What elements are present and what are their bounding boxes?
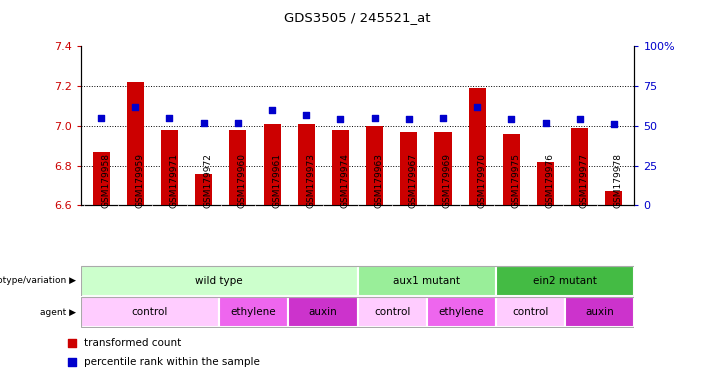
Text: auxin: auxin (308, 307, 337, 317)
Point (130, 104, 141, 110)
Bar (219, 297, 288, 327)
Text: GSM179978: GSM179978 (614, 154, 623, 209)
Bar (503, 134, 520, 205)
Bar (358, 266, 496, 296)
Text: GSM179974: GSM179974 (341, 154, 349, 209)
Text: GSM179960: GSM179960 (238, 154, 247, 209)
Text: GSM179958: GSM179958 (101, 154, 110, 209)
Text: GSM179963: GSM179963 (374, 154, 383, 209)
Bar (81, 297, 219, 327)
Point (266, 107, 278, 113)
Bar (435, 132, 451, 205)
Bar (229, 130, 247, 205)
Text: GDS3505 / 245521_at: GDS3505 / 245521_at (285, 12, 430, 25)
Bar (606, 192, 622, 205)
Point (437, 115, 449, 121)
Text: aux1 mutant: aux1 mutant (393, 276, 461, 286)
Text: GSM179959: GSM179959 (135, 154, 144, 209)
Bar (81, 266, 358, 296)
Text: control: control (132, 307, 168, 317)
Bar (496, 266, 634, 296)
Point (164, 115, 175, 121)
Point (335, 116, 346, 122)
Bar (161, 130, 178, 205)
Bar (468, 88, 486, 205)
Bar (565, 297, 634, 327)
Text: genotype/variation ▶: genotype/variation ▶ (0, 276, 76, 285)
Bar (288, 297, 358, 327)
Point (403, 116, 414, 122)
Text: GSM179972: GSM179972 (204, 154, 212, 209)
Bar (298, 124, 315, 205)
Bar (537, 162, 554, 205)
Bar (264, 124, 280, 205)
Point (95, 115, 107, 121)
Text: GSM179961: GSM179961 (272, 154, 281, 209)
Bar (127, 82, 144, 205)
Point (574, 116, 585, 122)
Bar (366, 126, 383, 205)
Text: wild type: wild type (196, 276, 243, 286)
Text: agent ▶: agent ▶ (39, 308, 76, 317)
Text: ein2 mutant: ein2 mutant (533, 276, 597, 286)
Point (301, 111, 312, 118)
Point (306, 96, 318, 103)
Bar (571, 128, 588, 205)
Text: GSM179975: GSM179975 (511, 154, 520, 209)
Point (306, 271, 318, 277)
Text: ethylene: ethylene (439, 307, 484, 317)
Bar (332, 130, 349, 205)
Text: control: control (374, 307, 410, 317)
Bar (358, 297, 427, 327)
Text: ethylene: ethylene (231, 307, 276, 317)
Text: auxin: auxin (585, 307, 614, 317)
Text: GSM179976: GSM179976 (545, 154, 554, 209)
Text: GSM179969: GSM179969 (443, 154, 452, 209)
Text: GSM179971: GSM179971 (170, 154, 179, 209)
Bar (496, 297, 565, 327)
Bar (195, 174, 212, 205)
Bar (400, 132, 417, 205)
Point (232, 119, 243, 126)
Bar (93, 152, 109, 205)
Point (472, 104, 483, 110)
Point (540, 119, 551, 126)
Bar (427, 297, 496, 327)
Text: GSM179967: GSM179967 (409, 154, 418, 209)
Text: GSM179970: GSM179970 (477, 154, 486, 209)
Text: control: control (512, 307, 549, 317)
Text: GSM179973: GSM179973 (306, 154, 315, 209)
Text: GSM179977: GSM179977 (580, 154, 589, 209)
Point (505, 116, 517, 122)
Point (198, 119, 210, 126)
Point (608, 121, 620, 127)
Text: transformed count: transformed count (84, 338, 181, 348)
Point (369, 115, 380, 121)
Text: percentile rank within the sample: percentile rank within the sample (84, 357, 260, 367)
